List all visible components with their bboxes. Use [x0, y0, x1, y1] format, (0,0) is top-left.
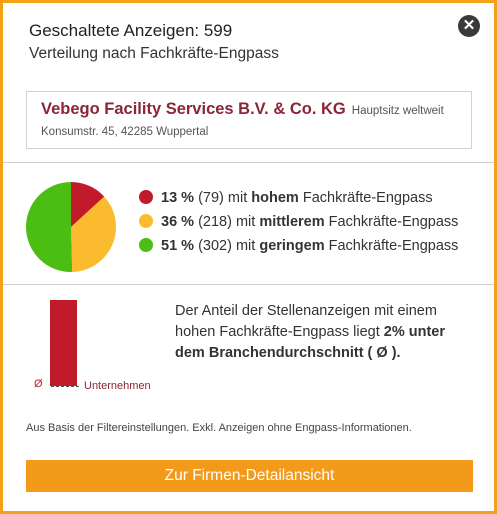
- comparison-text: Der Anteil der Stellenanzeigen mit einem…: [175, 301, 475, 364]
- comparison-text-prefix: Der Anteil der Stellenanzeigen mit einem…: [175, 303, 437, 340]
- legend-row-medium: 36 % (218) mit mittlerem Fachkräfte-Engp…: [139, 214, 458, 238]
- company-address: Konsumstr. 45, 42285 Wuppertal: [41, 126, 209, 138]
- popup-header: Geschaltete Anzeigen: 599 Verteilung nac…: [3, 3, 494, 78]
- level-low: geringem: [259, 238, 325, 254]
- legend-row-high: 13 % (79) mit hohem Fachkräfte-Engpass: [139, 190, 458, 214]
- count-low: (302) mit: [198, 238, 256, 254]
- comparison-text-bold: 2% unter dem Branchendurchschnitt ( Ø ).: [175, 324, 446, 361]
- distribution-legend: 13 % (79) mit hohem Fachkräfte-Engpass 3…: [139, 190, 458, 262]
- distribution-pie-chart: [26, 182, 117, 272]
- red-dot-icon: [139, 190, 153, 204]
- company-name: Vebego Facility Services B.V. & Co. KG: [41, 100, 346, 118]
- level-medium: mittlerem: [259, 214, 325, 230]
- average-symbol: Ø: [34, 378, 43, 390]
- count-medium: (218) mit: [198, 214, 256, 230]
- percent-low: 51 %: [161, 238, 195, 254]
- yellow-dot-icon: [139, 214, 153, 228]
- pie-slice-high: [71, 182, 105, 227]
- average-line: [51, 386, 79, 387]
- divider: [3, 162, 494, 163]
- company-marker-label: Unternehmen: [84, 380, 151, 392]
- distribution-subtitle: Verteilung nach Fachkräfte-Engpass: [29, 45, 279, 62]
- green-dot-icon: [139, 238, 153, 252]
- company-card: Vebego Facility Services B.V. & Co. KG Ha…: [26, 91, 472, 149]
- percent-medium: 36 %: [161, 214, 195, 230]
- suffix-medium: Fachkräfte-Engpass: [328, 214, 459, 230]
- close-icon[interactable]: ✕: [458, 15, 480, 37]
- legend-row-low: 51 % (302) mit geringem Fachkräfte-Engpa…: [139, 238, 458, 262]
- level-high: hohem: [251, 190, 299, 206]
- company-bar: [50, 300, 77, 386]
- percent-high: 13 %: [161, 190, 195, 206]
- suffix-high: Fachkräfte-Engpass: [302, 190, 433, 206]
- hq-label: Hauptsitz weltweit: [351, 105, 444, 117]
- count-high: (79) mit: [198, 190, 248, 206]
- company-detail-button[interactable]: Zur Firmen-Detailansicht: [26, 460, 473, 492]
- footnote: Aus Basis der Filtereinstellungen. Exkl.…: [26, 422, 412, 434]
- comparison-bar-chart: Ø Unternehmen: [31, 300, 166, 400]
- pie-slice-medium: [71, 196, 117, 272]
- suffix-low: Fachkräfte-Engpass: [328, 238, 459, 254]
- divider: [3, 284, 494, 285]
- company-name-line: Vebego Facility Services B.V. & Co. KG Ha…: [41, 100, 444, 119]
- pie-slice-low: [26, 182, 73, 272]
- ads-count-title: Geschaltete Anzeigen: 599: [29, 21, 233, 40]
